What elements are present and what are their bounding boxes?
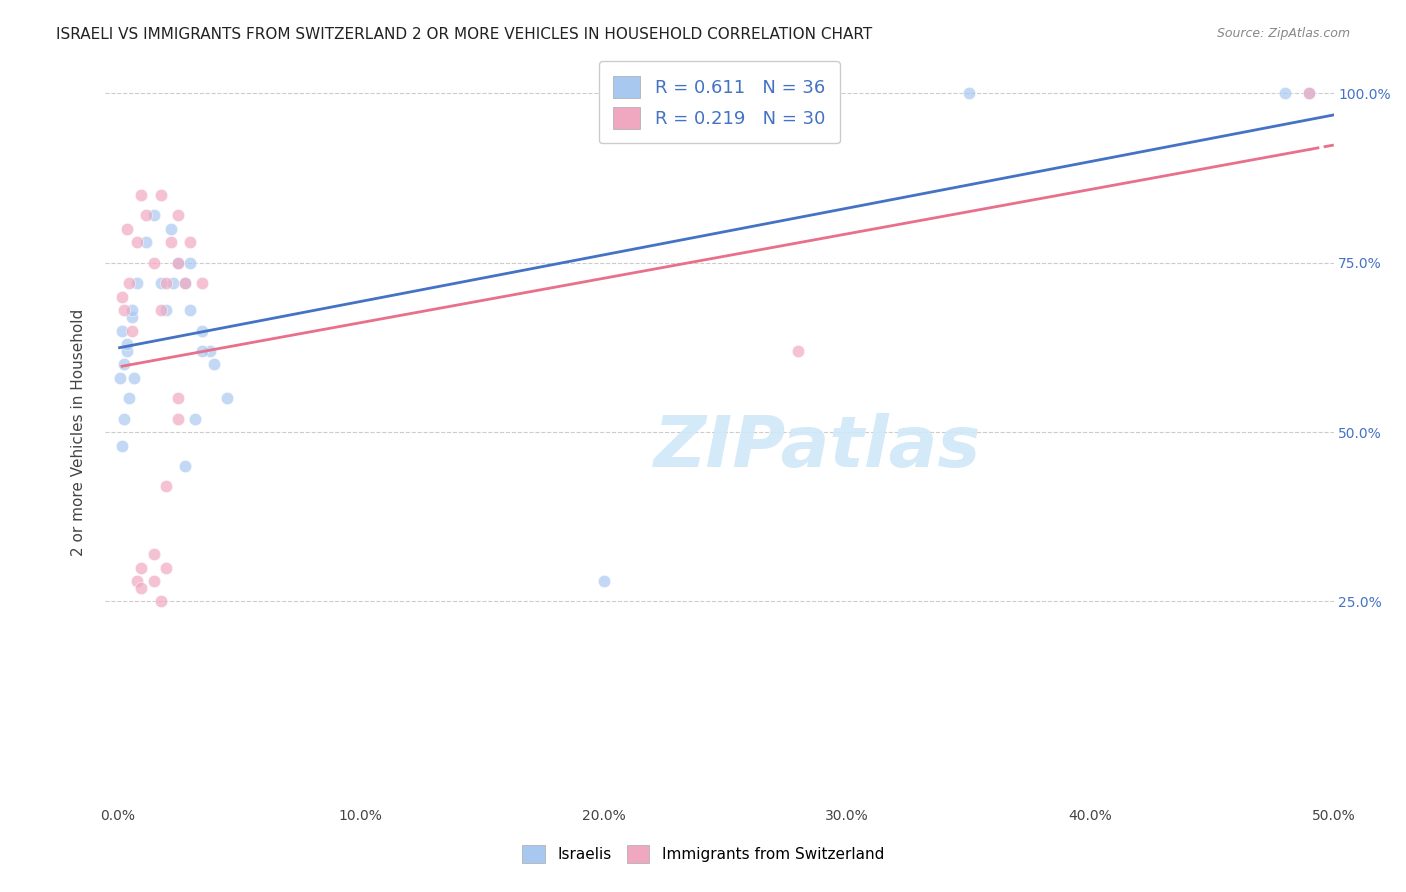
- Point: [125, 276, 148, 290]
- Point: [155, 479, 177, 493]
- Point: [121, 310, 143, 324]
- Point: [179, 256, 201, 270]
- Point: [191, 324, 214, 338]
- Point: [1298, 87, 1320, 101]
- Point: [114, 411, 136, 425]
- Point: [142, 574, 165, 588]
- Point: [131, 188, 153, 202]
- Point: [174, 458, 197, 473]
- Point: [159, 222, 181, 236]
- Point: [167, 256, 190, 270]
- Point: [149, 594, 172, 608]
- Point: [149, 276, 172, 290]
- Point: [162, 276, 184, 290]
- Point: [155, 276, 177, 290]
- Point: [198, 343, 221, 358]
- Point: [191, 343, 214, 358]
- Point: [121, 303, 143, 318]
- Point: [184, 411, 207, 425]
- Point: [1274, 87, 1296, 101]
- Point: [111, 439, 134, 453]
- Point: [167, 391, 190, 405]
- Y-axis label: 2 or more Vehicles in Household: 2 or more Vehicles in Household: [72, 309, 86, 556]
- Point: [122, 371, 145, 385]
- Text: ZIPatlas: ZIPatlas: [654, 412, 981, 482]
- Text: Source: ZipAtlas.com: Source: ZipAtlas.com: [1216, 27, 1350, 40]
- Point: [111, 290, 134, 304]
- Point: [191, 276, 214, 290]
- Point: [114, 303, 136, 318]
- Point: [179, 235, 201, 250]
- Point: [215, 391, 238, 405]
- Point: [125, 235, 148, 250]
- Point: [174, 276, 197, 290]
- Point: [1371, 120, 1393, 135]
- Point: [142, 208, 165, 222]
- Point: [131, 560, 153, 574]
- Point: [135, 208, 157, 222]
- Point: [179, 303, 201, 318]
- Point: [121, 324, 143, 338]
- Point: [135, 235, 157, 250]
- Point: [125, 574, 148, 588]
- Point: [111, 324, 134, 338]
- Point: [115, 343, 138, 358]
- Point: [114, 357, 136, 371]
- Point: [108, 371, 131, 385]
- Point: [131, 581, 153, 595]
- Point: [204, 357, 226, 371]
- Point: [159, 235, 181, 250]
- Point: [167, 411, 190, 425]
- Point: [155, 560, 177, 574]
- Point: [167, 256, 190, 270]
- Point: [149, 188, 172, 202]
- Point: [155, 303, 177, 318]
- Legend: Israelis, Immigrants from Switzerland: Israelis, Immigrants from Switzerland: [510, 832, 896, 875]
- Legend: R = 0.611   N = 36, R = 0.219   N = 30: R = 0.611 N = 36, R = 0.219 N = 30: [599, 62, 839, 143]
- Text: ISRAELI VS IMMIGRANTS FROM SWITZERLAND 2 OR MORE VEHICLES IN HOUSEHOLD CORRELATI: ISRAELI VS IMMIGRANTS FROM SWITZERLAND 2…: [56, 27, 873, 42]
- Point: [118, 276, 141, 290]
- Point: [592, 574, 614, 588]
- Point: [1371, 87, 1393, 101]
- Point: [115, 337, 138, 351]
- Point: [1298, 87, 1320, 101]
- Point: [957, 87, 980, 101]
- Point: [142, 256, 165, 270]
- Point: [149, 303, 172, 318]
- Point: [167, 208, 190, 222]
- Point: [118, 391, 141, 405]
- Point: [115, 222, 138, 236]
- Point: [787, 343, 810, 358]
- Point: [142, 547, 165, 561]
- Point: [1347, 87, 1369, 101]
- Point: [174, 276, 197, 290]
